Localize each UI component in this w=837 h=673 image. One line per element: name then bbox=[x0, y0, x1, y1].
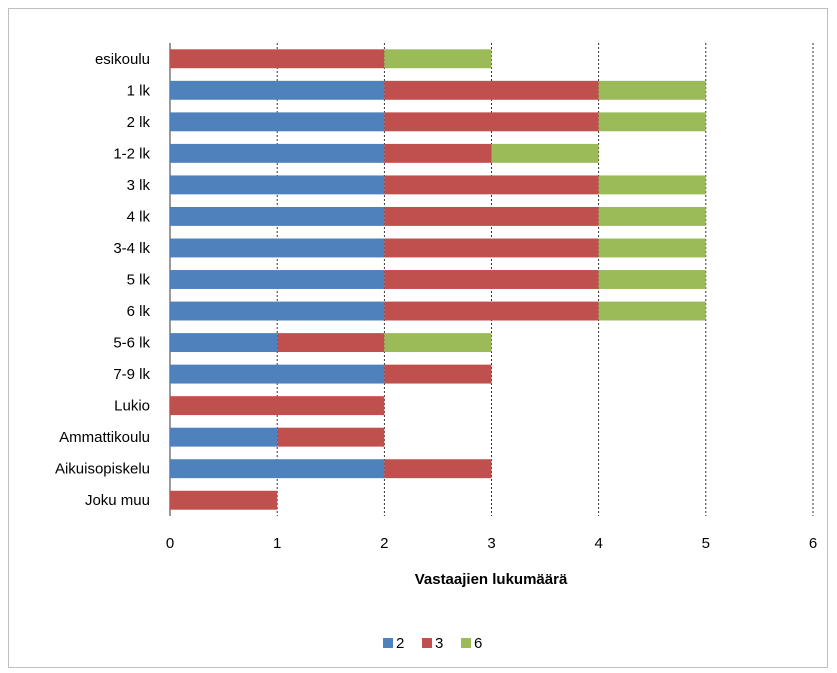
bar-segment bbox=[170, 80, 385, 100]
x-tick-label: 4 bbox=[594, 535, 602, 552]
category-labels: esikoulu 1 lk 2 lk 1-2 lk 3 lk 4 lk 3-4 lk 5 lk… bbox=[55, 51, 151, 509]
bar-segment bbox=[384, 143, 492, 163]
category-label: 5 lk bbox=[127, 272, 151, 289]
bar-segment bbox=[170, 112, 385, 132]
x-tick-label: 5 bbox=[702, 535, 710, 552]
category-label: 1-2 lk bbox=[113, 145, 150, 162]
bar-segment bbox=[170, 270, 385, 289]
bar-segment bbox=[277, 427, 385, 447]
bar-segment bbox=[170, 238, 385, 258]
bar-segment bbox=[170, 396, 385, 416]
category-label: 3-4 lk bbox=[113, 240, 150, 257]
bar-segment bbox=[277, 333, 385, 353]
bar-segment bbox=[384, 206, 599, 226]
category-label: 2 lk bbox=[127, 114, 151, 131]
legend-label: 3 bbox=[435, 635, 443, 652]
legend-swatch bbox=[461, 638, 471, 648]
bars bbox=[170, 49, 706, 510]
bar-segment bbox=[384, 238, 599, 258]
legend-swatch bbox=[422, 638, 432, 648]
category-label: Ammattikoulu bbox=[59, 429, 150, 446]
bar-segment bbox=[170, 206, 385, 226]
legend-label: 2 bbox=[396, 635, 404, 652]
legend-swatch bbox=[383, 638, 393, 648]
bar-segment bbox=[598, 80, 706, 100]
bar-segment bbox=[384, 80, 599, 100]
x-tick-label: 3 bbox=[487, 535, 495, 552]
category-label: 1 lk bbox=[127, 82, 151, 99]
x-axis-title: Vastaajien lukumäärä bbox=[415, 571, 568, 588]
bar-segment bbox=[598, 206, 706, 226]
bar-segment bbox=[384, 175, 599, 195]
category-label: 6 lk bbox=[127, 303, 151, 320]
bar-segment bbox=[598, 238, 706, 258]
bar-segment bbox=[170, 333, 278, 353]
category-label: 3 lk bbox=[127, 177, 151, 194]
bar-segment bbox=[170, 490, 278, 510]
category-label: Aikuisopiskelu bbox=[55, 461, 150, 478]
bar-segment bbox=[170, 459, 385, 479]
x-tick-label: 1 bbox=[273, 535, 281, 552]
category-label: Lukio bbox=[114, 398, 150, 415]
bar-segment bbox=[170, 364, 385, 384]
bar-segment bbox=[598, 112, 706, 132]
x-tick-label: 2 bbox=[380, 535, 388, 552]
bar-segment bbox=[170, 175, 385, 195]
category-label: 5-6 lk bbox=[113, 335, 150, 352]
bar-segment bbox=[384, 270, 599, 289]
legend: 2 3 6 bbox=[383, 635, 482, 652]
legend-label: 6 bbox=[474, 635, 482, 652]
bar-segment bbox=[170, 301, 385, 321]
x-tick-label: 0 bbox=[166, 535, 174, 552]
bar-segment bbox=[598, 270, 706, 289]
bar-segment bbox=[384, 301, 599, 321]
category-label: esikoulu bbox=[95, 51, 150, 68]
bar-segment bbox=[598, 301, 706, 321]
bar-segment bbox=[384, 459, 492, 479]
bar-segment bbox=[170, 143, 385, 163]
x-tick-label: 6 bbox=[809, 535, 817, 552]
bar-segment bbox=[170, 49, 385, 69]
x-tick-labels: 0 1 2 3 4 5 6 bbox=[166, 535, 817, 552]
bar-segment bbox=[384, 364, 492, 384]
bar-segment bbox=[491, 143, 599, 163]
bar-segment bbox=[384, 49, 492, 69]
category-label: Joku muu bbox=[85, 492, 150, 509]
bar-segment bbox=[170, 427, 278, 447]
category-label: 4 lk bbox=[127, 208, 151, 225]
bar-segment bbox=[384, 112, 599, 132]
category-label: 7-9 lk bbox=[113, 366, 150, 383]
bar-segment bbox=[598, 175, 706, 195]
bar-segment bbox=[384, 333, 492, 353]
